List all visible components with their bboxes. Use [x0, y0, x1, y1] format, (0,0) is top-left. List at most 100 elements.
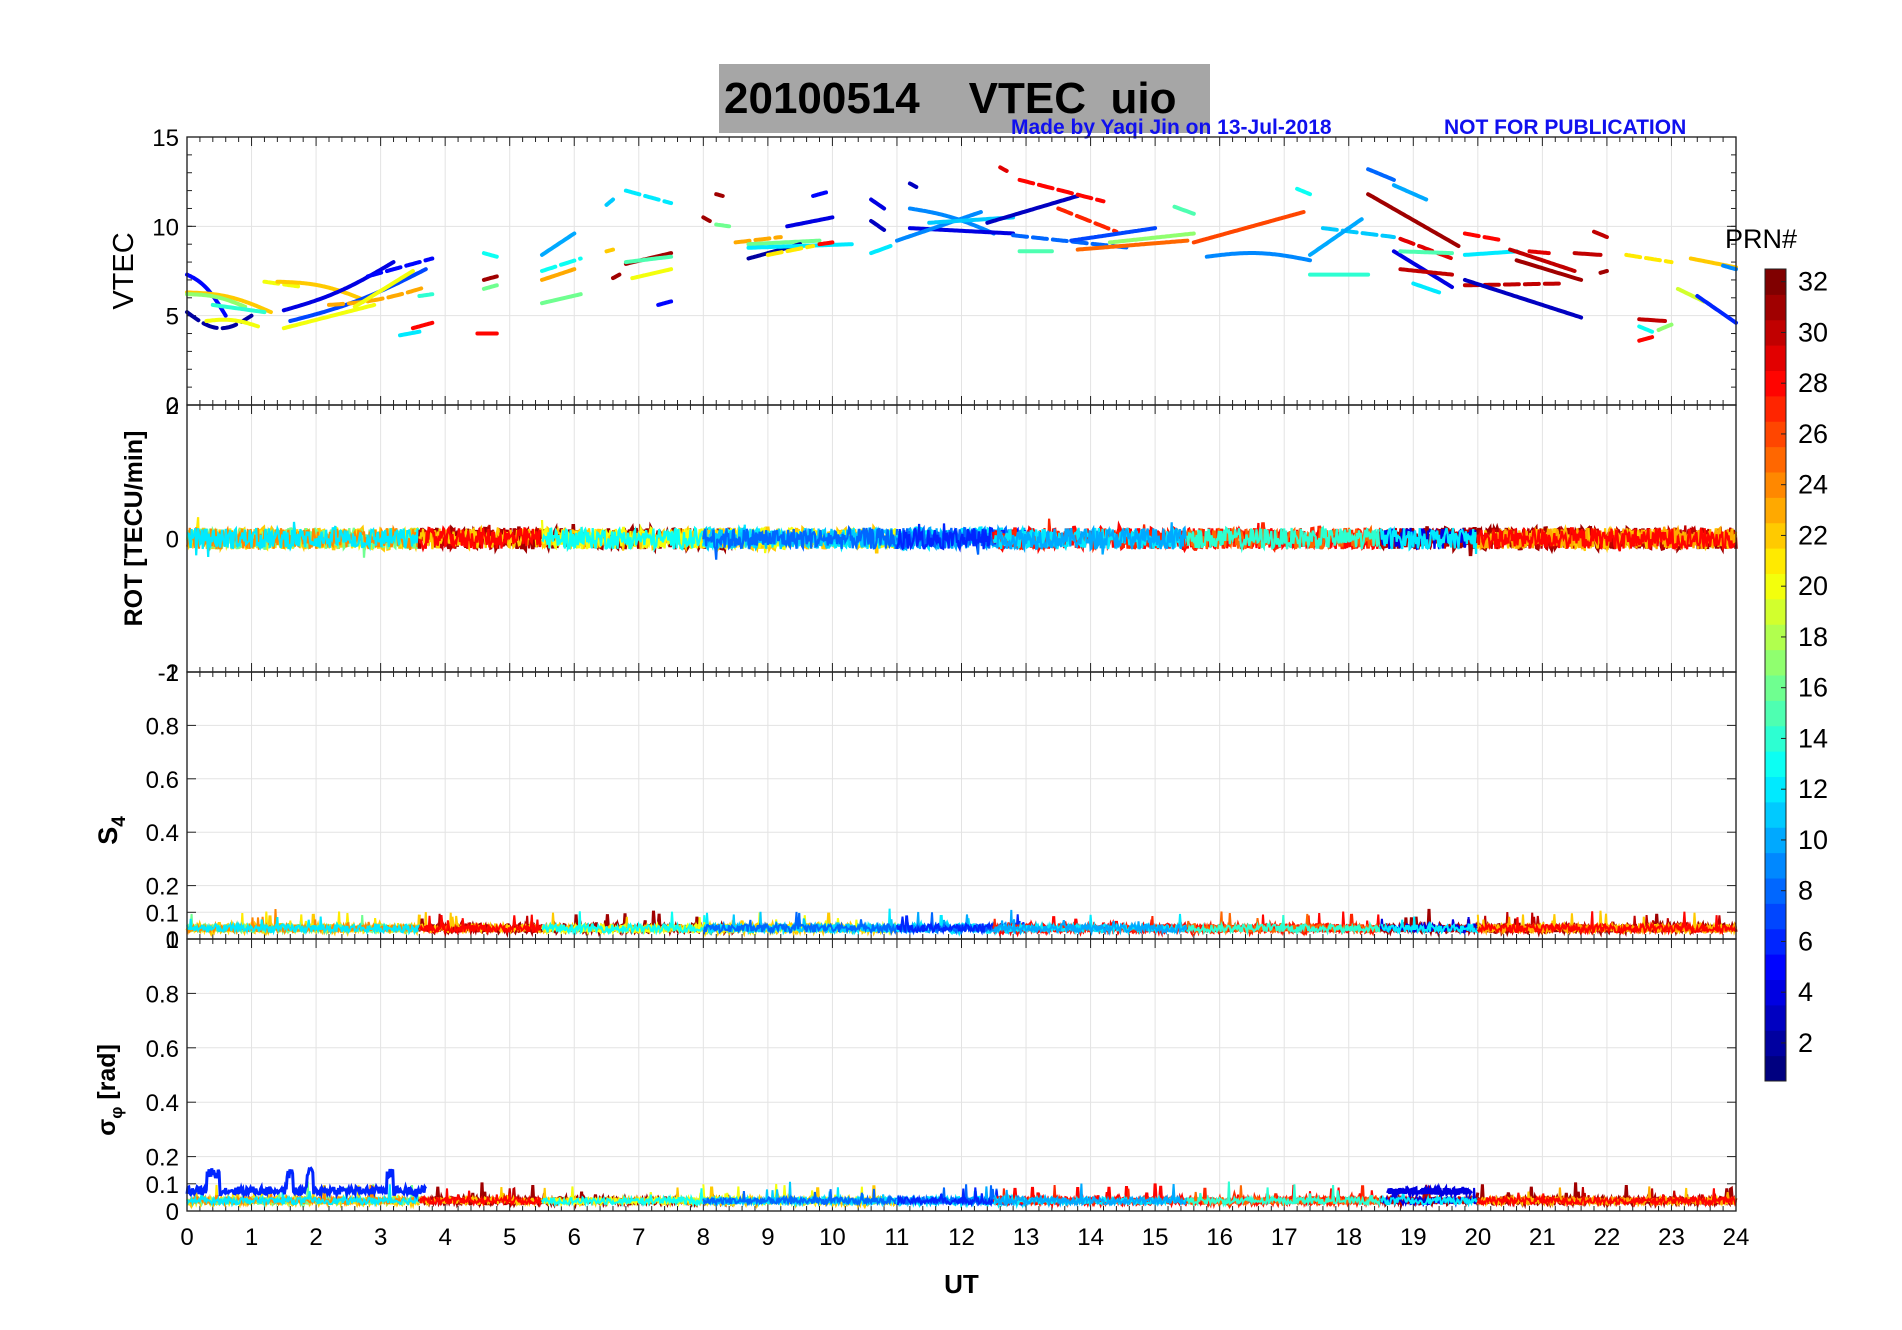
- vtec-arc-prn-21: [1624, 252, 1674, 265]
- vtec-arc-prn-12: [1462, 249, 1519, 257]
- s4-trace-prn-28: [419, 914, 543, 936]
- vtec-arc-prn-16: [714, 222, 732, 229]
- colorbar-tick-label: 20: [1798, 571, 1828, 601]
- y-tick-label: 0.8: [146, 981, 179, 1008]
- sigma-trace-prn-14: [1186, 1181, 1382, 1208]
- colorbar-tick-label: 8: [1798, 876, 1813, 906]
- vtec-arc-prn-3: [869, 219, 887, 232]
- rot-trace-prn-22: [418, 524, 544, 552]
- rot-trace-prn-10: [993, 522, 1189, 555]
- colorbar-tick-label: 18: [1798, 622, 1828, 652]
- colorbar-bin: [1765, 903, 1786, 930]
- vtec-arc-prn-13: [1637, 324, 1655, 334]
- colorbar-bin: [1765, 345, 1786, 371]
- x-tick-label: 16: [1206, 1224, 1233, 1251]
- vtec-arc-prn-30: [1637, 317, 1667, 323]
- sigma-trace-prn-4: [1386, 1182, 1473, 1201]
- x-tick-label: 6: [568, 1224, 581, 1251]
- y-tick-label: 0.4: [146, 1090, 179, 1117]
- vtec-arc-prn-5: [365, 256, 435, 279]
- panel-vtec: 0 5 10 15 VTEC: [108, 125, 1737, 420]
- vtec-arc-prn-13: [1295, 186, 1312, 197]
- y-tick-label: 15: [152, 125, 179, 152]
- x-tick-label: 13: [1013, 1224, 1040, 1251]
- y-tick-label: -2: [158, 660, 179, 687]
- s4-trace-prn-12: [1380, 916, 1479, 936]
- vtec-arc-prn-4: [785, 215, 835, 229]
- y-tick-label: 1: [166, 927, 179, 954]
- colorbar-bin: [1765, 446, 1786, 473]
- vtec-arc-prn-17: [1656, 322, 1674, 332]
- vtec-arc-prn-23: [327, 285, 428, 307]
- x-tick-label: 17: [1271, 1224, 1298, 1251]
- vtec-arc-prn-31: [701, 215, 712, 223]
- vtec-arc-prn-14: [417, 292, 435, 298]
- vtec-arc-prn-27: [1056, 206, 1119, 234]
- rot-trace-prn-28: [418, 525, 544, 553]
- y-tick-label: 5: [166, 304, 179, 331]
- colorbar-bin: [1765, 548, 1786, 574]
- colorbar-tick-label: 24: [1798, 470, 1828, 500]
- vtec-arc-prn-3: [907, 181, 919, 189]
- colorbar-tick-label: 12: [1798, 774, 1828, 804]
- vtec-arc-prn-23: [540, 267, 577, 282]
- vtec-arc-prn-9: [1204, 251, 1312, 263]
- colorbar-bin: [1765, 700, 1786, 727]
- colorbar-tick-label: 16: [1798, 673, 1828, 703]
- vtec-arc-prn-6: [1695, 294, 1738, 325]
- x-tick-label: 11: [884, 1224, 909, 1251]
- axes-box-overlay: [186, 938, 1737, 1212]
- x-tick-label: 24: [1723, 1224, 1750, 1251]
- vtec-arc-prn-23: [733, 235, 783, 245]
- y-tick-label: 0.6: [146, 767, 179, 794]
- vtec-arc-prn-10: [540, 231, 577, 257]
- trace-layer: [185, 165, 1738, 1210]
- vtec-arc-prn-9: [895, 210, 983, 243]
- vtec-arc-prn-30: [1398, 267, 1454, 277]
- sigma-trace-prn-6: [185, 1166, 428, 1200]
- colorbar-tick-label: 4: [1798, 977, 1813, 1007]
- vtec-arc-prn-30: [1572, 251, 1603, 257]
- y-axis-label: ROT [TECU/min]: [120, 431, 148, 627]
- rot-trace-prn-8: [702, 524, 899, 560]
- colorbar-label: PRN#: [1725, 224, 1797, 254]
- y-tick-label: 0.1: [146, 1172, 179, 1199]
- vtec-arc-prn-9: [907, 206, 996, 236]
- colorbar-bin: [1765, 928, 1786, 955]
- sigma-trace-prn-12: [1380, 1191, 1479, 1208]
- y-tick-label: 0: [166, 1199, 179, 1226]
- vtec-arc-prn-13: [540, 256, 583, 273]
- colorbar-bin: [1765, 979, 1786, 1006]
- colorbar-bin: [1765, 852, 1786, 879]
- vtec-arc-prn-22: [604, 247, 615, 254]
- y-tick-label: 0.6: [146, 1036, 179, 1063]
- vtec-arc-prn-11: [1320, 226, 1396, 240]
- vtec-arc-prn-28: [1462, 231, 1506, 243]
- rot-trace-prn-28: [1476, 527, 1737, 552]
- title-date: 20100514: [724, 74, 920, 123]
- vtec-arc-prn-8: [1366, 167, 1396, 182]
- colorbar-tick-label: 14: [1798, 723, 1828, 753]
- x-tick-label: 22: [1594, 1224, 1621, 1251]
- s4-trace-prn-10: [992, 919, 1189, 937]
- vtec-arc-prn-17: [1107, 231, 1196, 245]
- vtec-arc-prn-28: [1017, 177, 1106, 204]
- vtec-arc-prn-10: [1308, 217, 1364, 257]
- colorbar-bin: [1765, 319, 1786, 346]
- s4-trace-prn-12: [186, 916, 421, 936]
- colorbar-bin: [1765, 472, 1786, 498]
- vtec-arc-prn-26: [1191, 210, 1306, 245]
- sigma-trace-prn-8: [702, 1188, 898, 1208]
- colorbar-bin: [1765, 751, 1786, 777]
- y-tick-label: 0.2: [146, 1145, 179, 1172]
- vtec-arc-prn-16: [481, 283, 499, 291]
- colorbar-bin: [1765, 675, 1786, 701]
- x-tick-label: 15: [1142, 1224, 1169, 1251]
- y-tick-label: 0.1: [146, 900, 179, 927]
- vtec-arc-prn-13: [481, 251, 499, 259]
- colorbar-bin: [1765, 497, 1786, 524]
- vtec-arc-prn-31: [714, 192, 725, 198]
- vtec-arc-prn-21: [765, 244, 816, 257]
